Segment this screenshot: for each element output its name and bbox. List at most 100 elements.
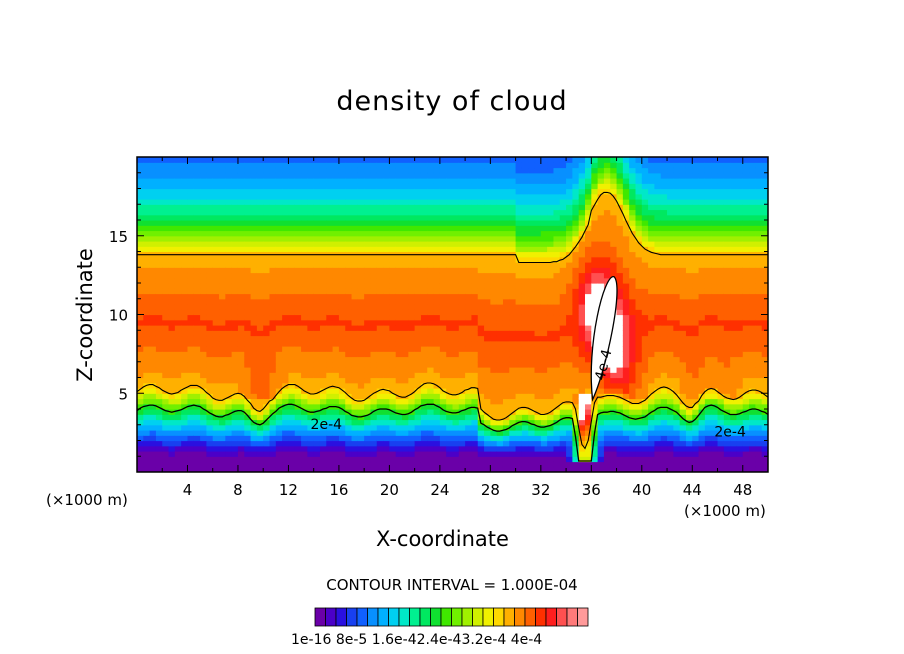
density-cell <box>585 335 592 342</box>
density-cell <box>534 461 542 468</box>
density-cell <box>225 398 233 405</box>
density-cell <box>402 214 409 221</box>
density-cell <box>187 157 195 163</box>
density-cell <box>610 367 618 373</box>
density-cell <box>427 419 435 426</box>
density-cell <box>364 356 372 363</box>
density-cell <box>547 272 555 279</box>
density-cell <box>294 430 302 436</box>
density-cell <box>193 304 201 310</box>
density-cell <box>420 183 428 190</box>
density-cell <box>408 382 416 389</box>
density-cell <box>219 314 226 321</box>
density-cell <box>420 377 428 384</box>
density-cell <box>414 241 422 247</box>
density-cell <box>319 178 327 184</box>
density-cell <box>345 241 353 247</box>
density-cell <box>162 246 170 253</box>
density-cell <box>521 188 529 195</box>
density-cell <box>395 162 403 169</box>
density-cell <box>458 209 466 216</box>
density-cell <box>585 251 592 258</box>
density-cell <box>256 445 264 452</box>
density-cell <box>654 335 662 342</box>
density-cell <box>515 162 523 169</box>
density-cell <box>332 309 340 316</box>
density-cell <box>408 288 416 295</box>
density-cell <box>521 461 529 468</box>
density-cell <box>465 456 473 463</box>
density-cell <box>509 288 517 295</box>
density-cell <box>465 461 473 468</box>
density-cell <box>263 235 271 242</box>
density-cell <box>477 304 485 310</box>
density-cell <box>162 414 170 421</box>
density-cell <box>307 367 315 373</box>
density-cell <box>616 214 624 221</box>
density-cell <box>547 157 555 163</box>
density-cell <box>301 466 308 472</box>
density-cell <box>187 256 195 263</box>
density-cell <box>521 356 529 363</box>
density-cell <box>616 419 624 426</box>
density-cell <box>395 272 403 279</box>
density-cell <box>471 424 479 431</box>
density-cell <box>162 346 170 352</box>
density-cell <box>206 382 214 389</box>
density-cell <box>528 382 536 389</box>
density-cell <box>395 172 403 179</box>
density-cell <box>629 372 637 379</box>
density-cell <box>250 298 258 305</box>
density-cell <box>200 440 208 447</box>
density-cell <box>465 167 473 174</box>
density-cell <box>212 388 220 394</box>
density-cell <box>395 167 403 174</box>
density-cell <box>477 435 485 442</box>
density-cell <box>162 241 170 247</box>
density-cell <box>446 382 454 389</box>
density-cell <box>534 172 542 179</box>
density-cell <box>193 188 201 195</box>
density-cell <box>219 246 226 253</box>
density-cell <box>439 214 447 221</box>
density-cell <box>572 172 580 179</box>
density-cell <box>534 188 542 195</box>
density-cell <box>496 183 504 190</box>
density-cell <box>629 209 637 216</box>
density-cell <box>231 293 239 300</box>
density-cell <box>269 466 277 472</box>
density-cell <box>603 199 611 205</box>
density-cell <box>408 204 416 211</box>
density-cell <box>237 335 245 342</box>
density-cell <box>471 188 479 195</box>
density-cell <box>521 367 529 373</box>
density-cell <box>357 351 365 358</box>
density-cell <box>540 388 548 394</box>
density-cell <box>282 209 290 216</box>
density-cell <box>181 451 189 457</box>
density-cell <box>496 445 504 452</box>
density-cell <box>439 225 447 232</box>
density-cell <box>496 188 504 195</box>
density-cell <box>319 346 327 352</box>
density-cell <box>420 435 428 442</box>
density-cell <box>471 393 479 400</box>
density-cell <box>452 388 460 394</box>
density-cell <box>313 298 321 305</box>
density-cell <box>559 351 567 358</box>
density-cell <box>395 430 403 436</box>
density-cell <box>610 241 618 247</box>
density-cell <box>326 393 334 400</box>
density-cell <box>654 445 662 452</box>
density-cell <box>345 456 353 463</box>
density-cell <box>490 172 498 179</box>
density-cell <box>212 214 220 221</box>
density-cell <box>654 183 662 190</box>
density-cell <box>528 367 536 373</box>
density-cell <box>231 356 239 363</box>
density-cell <box>465 398 473 405</box>
density-cell <box>269 356 277 363</box>
density-cell <box>648 419 656 426</box>
density-cell <box>622 277 630 284</box>
density-cell <box>181 172 189 179</box>
